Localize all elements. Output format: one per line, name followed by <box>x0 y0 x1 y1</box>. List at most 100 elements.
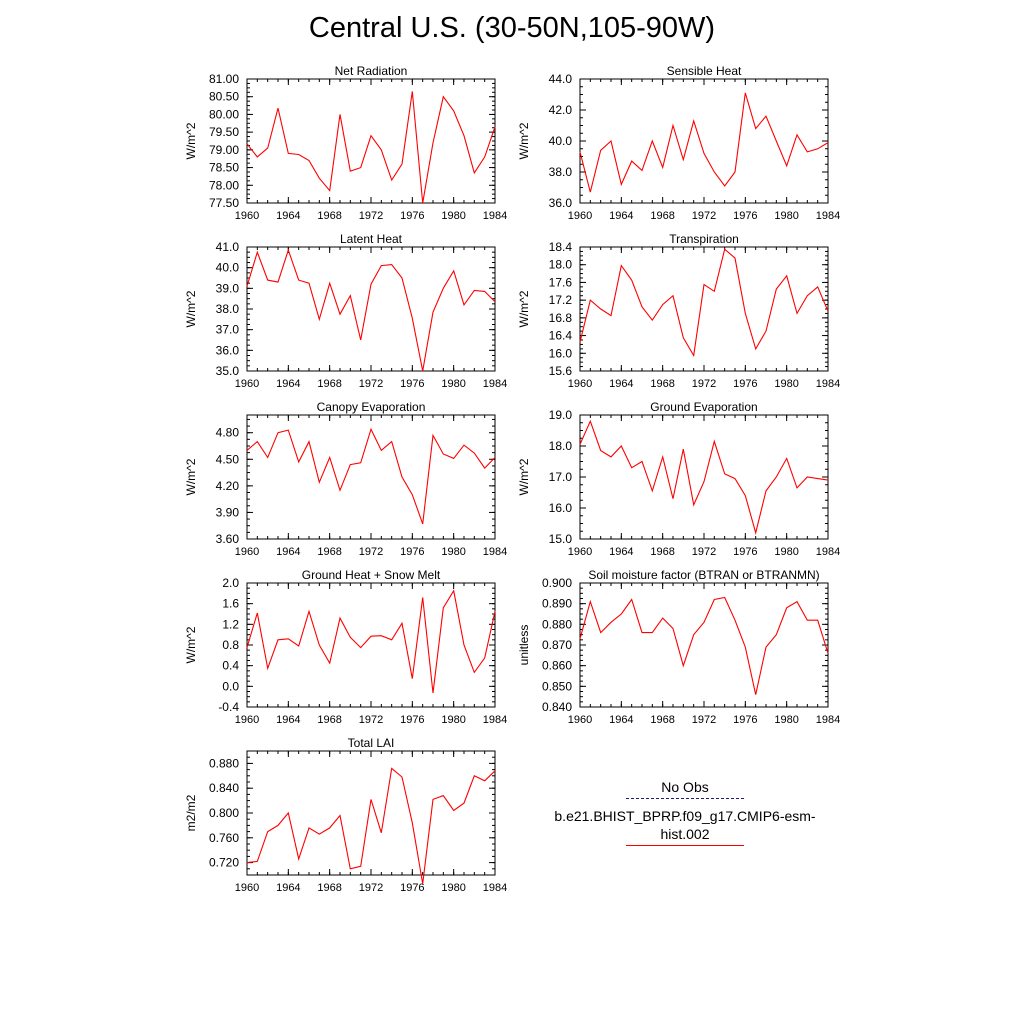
panel-7: Ground Heat + Snow Melt W/m^2 1960 1964 1968… <box>184 568 507 726</box>
y-tick-label: 36.0 <box>549 196 573 210</box>
x-tick-label: 1984 <box>816 546 840 558</box>
x-tick-label: 1984 <box>483 714 507 726</box>
plot-frame <box>246 582 496 708</box>
x-tick-label: 1964 <box>276 882 300 894</box>
y-tick-label: 40.0 <box>549 134 573 148</box>
y-tick-label: 44.0 <box>549 72 573 86</box>
panel-title: Ground Evaporation <box>650 400 757 414</box>
x-tick-label: 1980 <box>441 210 465 222</box>
x-tick-label: 1968 <box>317 378 341 390</box>
y-tick-label: 0.840 <box>542 700 572 714</box>
panel-4: Transpiration W/m^2 1960 1964 1968 1972 1976 19… <box>517 232 840 390</box>
y-axis-label: m2/m2 <box>184 794 198 831</box>
x-tick-label: 1972 <box>692 546 716 558</box>
x-tick-label: 1960 <box>568 546 592 558</box>
x-tick-label: 1964 <box>609 546 633 558</box>
y-tick-label: 81.00 <box>209 72 239 86</box>
x-tick-label: 1960 <box>568 378 592 390</box>
y-tick-label: 0.870 <box>542 638 572 652</box>
x-tick-label: 1960 <box>235 546 259 558</box>
panel-5: Canopy Evaporation W/m^2 1960 1964 1968 1972 1… <box>184 400 507 558</box>
x-tick-label: 1980 <box>441 714 465 726</box>
x-tick-label: 1972 <box>359 546 383 558</box>
panel-title: Total LAI <box>348 736 395 750</box>
series-line <box>246 767 496 884</box>
series-line <box>246 248 496 372</box>
x-tick-label: 1976 <box>733 714 757 726</box>
x-tick-label: 1976 <box>400 714 424 726</box>
y-axis-label: W/m^2 <box>184 626 198 663</box>
y-tick-label: 1.2 <box>222 617 239 631</box>
y-axis-label: W/m^2 <box>184 122 198 159</box>
y-tick-label: 3.60 <box>216 532 240 546</box>
x-tick-label: 1960 <box>568 210 592 222</box>
y-tick-label: 80.00 <box>209 107 239 121</box>
x-tick-label: 1980 <box>441 882 465 894</box>
y-tick-label: 0.4 <box>222 659 239 673</box>
x-tick-label: 1980 <box>441 378 465 390</box>
x-tick-label: 1964 <box>609 714 633 726</box>
y-tick-label: 40.0 <box>216 261 240 275</box>
y-tick-label: 18.0 <box>549 439 573 453</box>
x-tick-label: 1976 <box>733 546 757 558</box>
x-tick-label: 1976 <box>400 546 424 558</box>
y-tick-label: 0.880 <box>542 617 572 631</box>
x-tick-label: 1972 <box>692 378 716 390</box>
y-tick-label: 0.0 <box>222 679 239 693</box>
panel-title: Net Radiation <box>335 64 408 78</box>
series-line <box>579 92 829 193</box>
y-tick-label: 79.00 <box>209 143 239 157</box>
x-tick-label: 1984 <box>483 210 507 222</box>
series-line <box>246 427 496 525</box>
legend-obs-line <box>626 798 744 799</box>
panel-title: Canopy Evaporation <box>317 400 426 414</box>
y-tick-label: 15.6 <box>549 364 573 378</box>
y-tick-label: 0.800 <box>209 806 239 820</box>
plot-frame <box>579 414 829 540</box>
x-tick-label: 1964 <box>609 378 633 390</box>
y-tick-label: 0.900 <box>542 576 572 590</box>
y-tick-label: 80.50 <box>209 90 239 104</box>
plot-frame <box>579 78 829 204</box>
series-line <box>579 419 829 535</box>
y-tick-label: 35.0 <box>216 364 240 378</box>
panel-title: Soil moisture factor (BTRAN or BTRANMN) <box>588 568 819 582</box>
x-tick-label: 1984 <box>816 714 840 726</box>
y-tick-label: 16.0 <box>549 501 573 515</box>
x-tick-label: 1968 <box>650 546 674 558</box>
x-tick-label: 1972 <box>359 714 383 726</box>
plot-frame <box>246 78 496 204</box>
x-tick-label: 1960 <box>235 210 259 222</box>
x-tick-label: 1980 <box>774 714 798 726</box>
x-tick-label: 1968 <box>650 714 674 726</box>
y-tick-label: -0.4 <box>218 700 239 714</box>
x-tick-label: 1960 <box>235 378 259 390</box>
plot-frame <box>246 246 496 372</box>
y-tick-label: 42.0 <box>549 103 573 117</box>
x-tick-label: 1960 <box>568 714 592 726</box>
legend-model-line <box>626 845 744 846</box>
x-tick-label: 1980 <box>774 546 798 558</box>
x-tick-label: 1968 <box>317 714 341 726</box>
x-tick-label: 1968 <box>317 546 341 558</box>
x-tick-label: 1964 <box>276 714 300 726</box>
x-tick-label: 1964 <box>276 546 300 558</box>
x-tick-label: 1960 <box>235 714 259 726</box>
y-tick-label: 4.50 <box>216 452 240 466</box>
panel-6: Ground Evaporation W/m^2 1960 1964 1968 1972 1… <box>517 400 840 558</box>
series-line <box>246 91 496 204</box>
panel-title: Latent Heat <box>340 232 403 246</box>
x-tick-label: 1976 <box>400 378 424 390</box>
legend: No Obs b.e21.BHIST_BPRP.f09_g17.CMIP6-es… <box>540 778 830 854</box>
x-tick-label: 1980 <box>774 210 798 222</box>
y-tick-label: 16.8 <box>549 311 573 325</box>
x-tick-label: 1984 <box>483 882 507 894</box>
x-tick-label: 1964 <box>609 210 633 222</box>
y-tick-label: 77.50 <box>209 196 239 210</box>
plot-frame <box>246 750 496 876</box>
x-tick-label: 1976 <box>733 210 757 222</box>
y-tick-label: 0.880 <box>209 756 239 770</box>
panel-8: Soil moisture factor (BTRAN or BTRANMN) u… <box>517 568 840 726</box>
page-title: Central U.S. (30-50N,105-90W) <box>308 12 716 44</box>
panel-title: Sensible Heat <box>667 64 742 78</box>
